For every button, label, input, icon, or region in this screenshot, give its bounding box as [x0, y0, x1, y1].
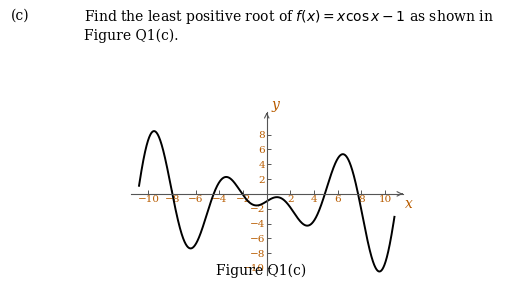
Text: x: x — [404, 197, 412, 211]
Text: Figure Q1(c): Figure Q1(c) — [217, 264, 306, 278]
Text: y: y — [271, 98, 279, 112]
Text: (c): (c) — [10, 8, 29, 22]
Text: Find the least positive root of $f(x)=x\cos x-1$ as shown in
Figure Q1(c).: Find the least positive root of $f(x)=x\… — [84, 8, 493, 43]
